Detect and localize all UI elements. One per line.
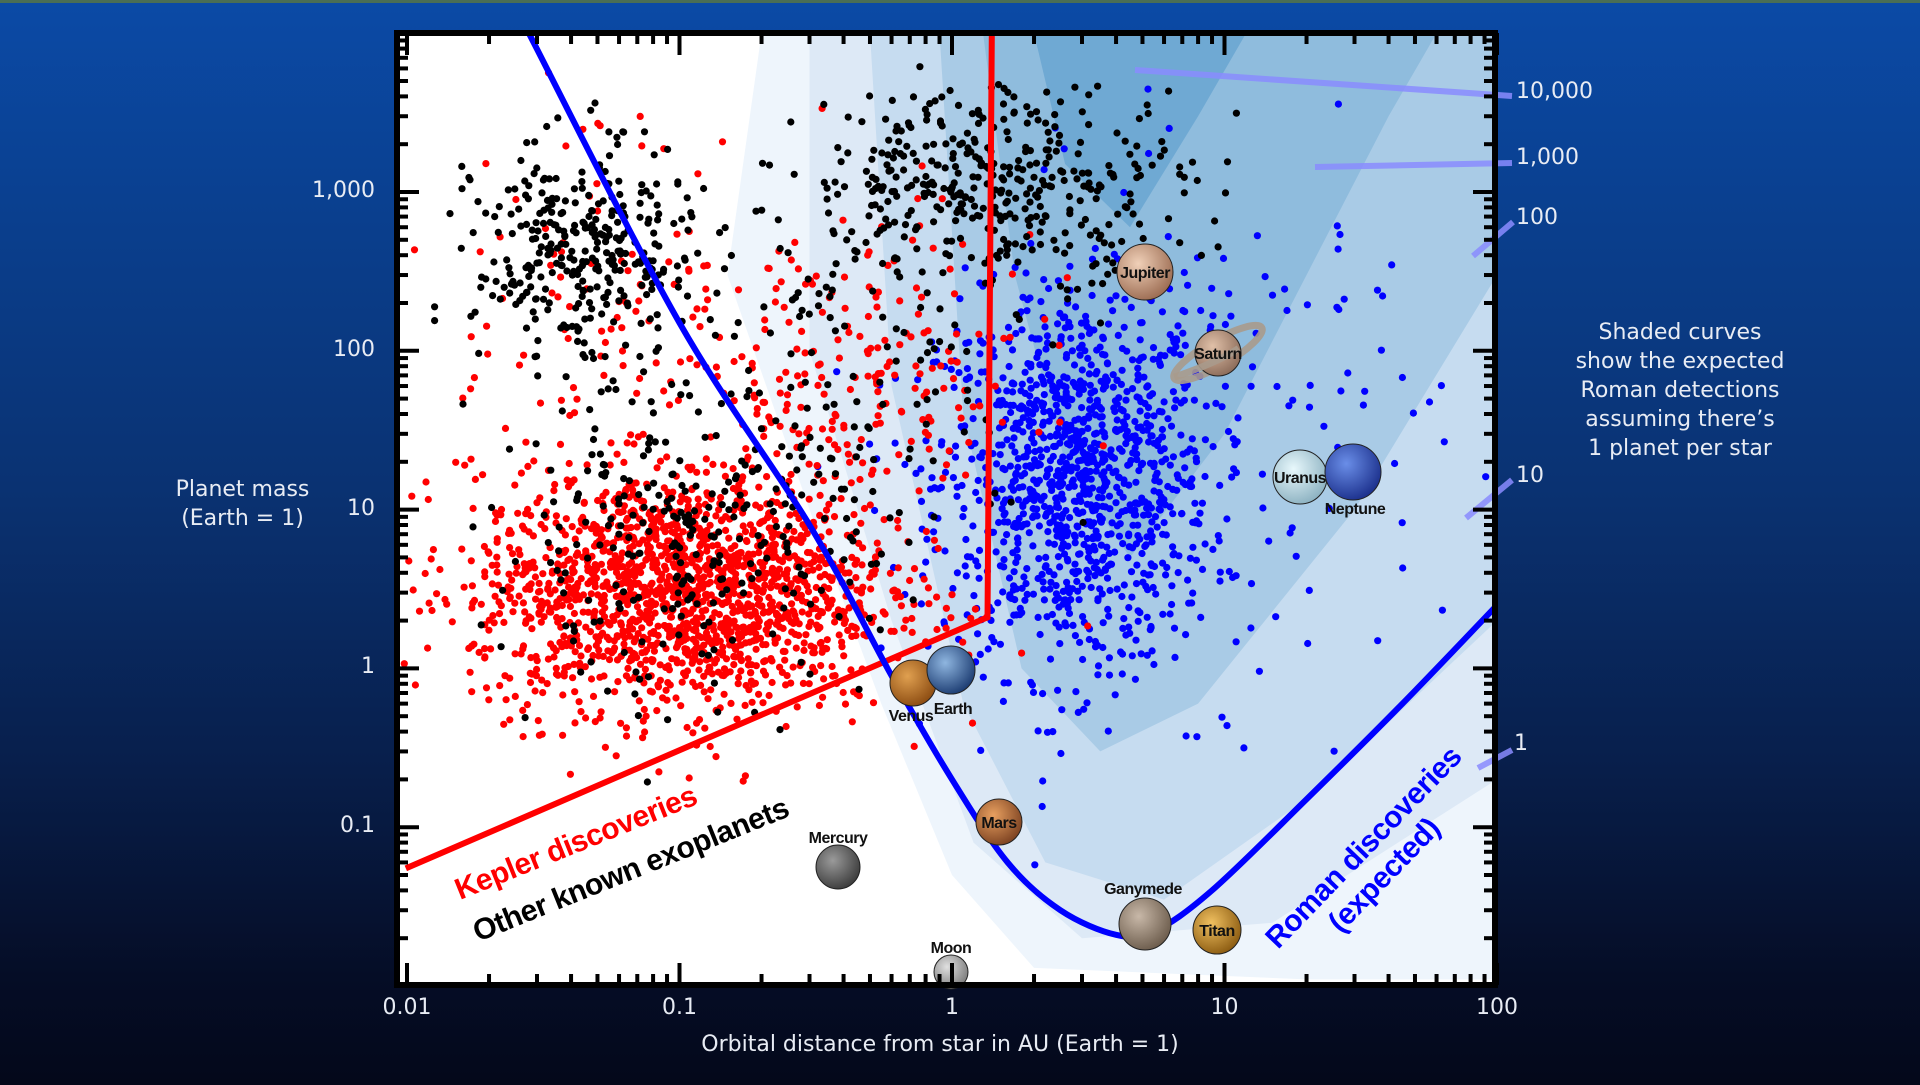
x-tick-label: 100 xyxy=(1476,995,1518,1020)
venus-icon: Venus xyxy=(889,659,937,725)
roman-boundary-line xyxy=(526,33,1495,941)
top-strip xyxy=(0,0,1920,3)
titan-label: Titan xyxy=(1199,923,1234,940)
x-tick-label: 0.1 xyxy=(662,995,697,1020)
uranus-icon: Uranus xyxy=(1272,449,1328,505)
ganymede-label: Ganymede xyxy=(1104,881,1182,898)
contour-leader-line xyxy=(1464,477,1514,521)
series-kepler-discoveries xyxy=(400,69,1107,785)
roman-detection-contours xyxy=(727,33,1495,980)
y-axis-label-line2: (Earth = 1) xyxy=(181,506,304,531)
saturn-icon: Saturn xyxy=(1170,321,1266,385)
contour-label: 100 xyxy=(1516,205,1558,230)
x-tick-label: 1 xyxy=(945,995,959,1020)
uranus-label: Uranus xyxy=(1274,470,1327,487)
note-line: Shaded curves xyxy=(1598,320,1762,345)
earth-label: Earth xyxy=(934,701,972,718)
jupiter-icon: Jupiter xyxy=(1116,243,1174,301)
contour-label: 1 xyxy=(1514,731,1528,756)
y-axis-label-line1: Planet mass xyxy=(175,477,310,502)
y-axis-label: Planet mass (Earth = 1) xyxy=(150,475,335,533)
contour-label: 10 xyxy=(1516,463,1544,488)
neptune-label: Neptune xyxy=(1325,501,1386,518)
note-line: assuming there’s xyxy=(1585,407,1775,432)
mercury-icon: Mercury xyxy=(809,830,868,890)
contour-label: 10,000 xyxy=(1516,79,1593,104)
sensitivity-boundaries xyxy=(404,33,1495,941)
earth-icon: Earth xyxy=(926,645,976,718)
series-other-known-exoplanets xyxy=(431,63,1240,786)
y-tick-label: 100 xyxy=(333,336,375,362)
shaded-curves-note: Shaded curves show the expected Roman de… xyxy=(1545,318,1815,463)
note-line: 1 planet per star xyxy=(1588,436,1772,461)
kepler-boundary-line xyxy=(404,33,995,872)
y-tick-label: 10 xyxy=(347,495,375,521)
solar-system-bodies: Mercury Venus Earth Moon Mars Jupiter Ganymede… xyxy=(809,243,1386,990)
y-tick-label: 1,000 xyxy=(312,178,375,203)
jupiter-label: Jupiter xyxy=(1120,265,1170,282)
mars-icon: Mars xyxy=(975,798,1023,846)
contour-leader-line xyxy=(1314,160,1513,170)
x-tick-label: 0.01 xyxy=(382,995,432,1020)
note-line: show the expected xyxy=(1575,349,1785,374)
x-tick-label: 10 xyxy=(1210,995,1239,1020)
y-tick-label: 0.1 xyxy=(340,813,375,839)
neptune-icon: Neptune xyxy=(1324,443,1386,518)
scatter-points xyxy=(400,63,1490,869)
x-axis-label: Orbital distance from star in AU (Earth … xyxy=(701,1032,1179,1057)
note-line: Roman detections xyxy=(1580,378,1780,403)
series-roman-discoveries-expected- xyxy=(814,85,1490,869)
contour-leader-line xyxy=(1134,67,1513,99)
mercury-label: Mercury xyxy=(809,830,868,847)
contour-label: 1,000 xyxy=(1516,145,1579,170)
venus-label: Venus xyxy=(889,708,934,725)
plot-frame xyxy=(394,30,1498,988)
saturn-label: Saturn xyxy=(1194,346,1242,363)
titan-icon: Titan xyxy=(1192,905,1242,955)
y-tick-label: 1 xyxy=(361,654,375,680)
ganymede-icon: Ganymede xyxy=(1104,881,1183,951)
mars-label: Mars xyxy=(981,815,1017,832)
plot-area: Mercury Venus Earth Moon Mars Jupiter Ganymede… xyxy=(394,30,1515,990)
moon-label: Moon xyxy=(931,940,972,957)
